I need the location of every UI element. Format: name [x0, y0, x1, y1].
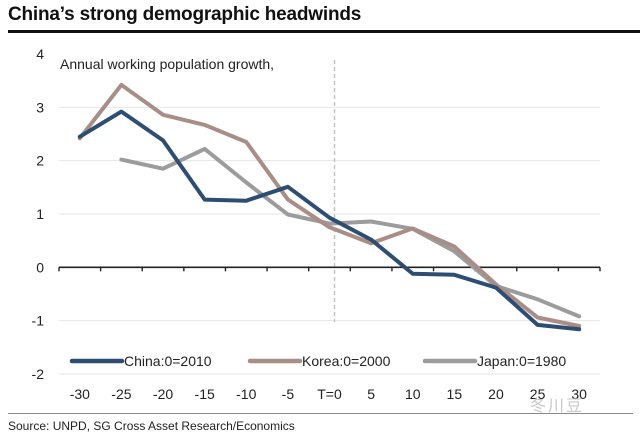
- legend: China:0=2010 Korea:0=2000 Japan:0=1980: [69, 353, 566, 369]
- y-axis: -2 -1 0 1 2 3 4: [32, 46, 45, 382]
- series-group: [77, 82, 582, 332]
- chart-title: China’s strong demographic headwinds: [8, 4, 362, 25]
- x-tick-label: 25: [530, 386, 546, 402]
- series-line-korea: [77, 82, 582, 328]
- x-tick-label: 15: [447, 386, 463, 402]
- title-rule: [8, 30, 640, 33]
- legend-label: Korea:0=2000: [302, 353, 391, 369]
- x-tick-label: -5: [282, 386, 295, 402]
- x-tick-label: 20: [488, 386, 504, 402]
- source-note: Source: UNPD, SG Cross Asset Research/Ec…: [8, 419, 295, 433]
- x-tick-label: -10: [236, 386, 256, 402]
- gridlines: [59, 106, 600, 375]
- x-tick-label: -20: [153, 386, 173, 402]
- series-line-japan: [119, 146, 582, 319]
- x-tick-label: -15: [195, 386, 215, 402]
- x-tick-label: -30: [70, 386, 90, 402]
- y-tick-label: 2: [36, 153, 44, 169]
- y-tick-label: 1: [36, 206, 44, 222]
- y-tick-label: 3: [36, 99, 44, 115]
- bottom-rule: [8, 413, 633, 414]
- y-tick-label: 4: [36, 46, 44, 62]
- legend-label: China:0=2010: [124, 353, 212, 369]
- x-axis: -30 -25 -20 -15 -10 -5 T=0 5 10 15 20 25 30: [58, 266, 601, 402]
- y-tick-label: -2: [32, 366, 45, 382]
- x-tick-label: -25: [111, 386, 131, 402]
- y-axis-title: Annual working population growth,: [60, 56, 274, 72]
- y-tick-label: -1: [32, 313, 45, 329]
- x-tick-label: 5: [367, 386, 375, 402]
- watermark: 冬川豆: [530, 398, 585, 415]
- x-tick-label: T=0: [317, 386, 342, 402]
- y-tick-label: 0: [36, 259, 44, 275]
- x-tick-label: 30: [571, 386, 587, 402]
- legend-label: Japan:0=1980: [477, 353, 566, 369]
- series-line-china: [77, 109, 582, 332]
- x-tick-label: 10: [405, 386, 421, 402]
